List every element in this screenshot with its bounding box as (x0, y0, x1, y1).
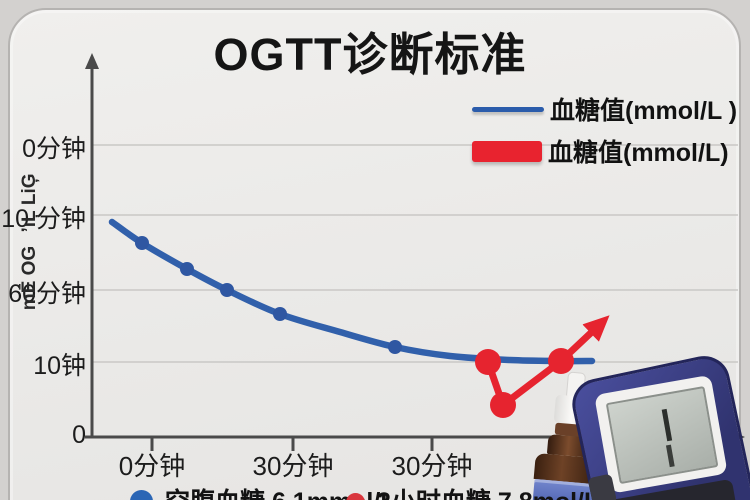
blue-line-swatch-icon (472, 106, 544, 112)
bottom-legend-fasting: 空腹血糖 6.1mmol/L (130, 482, 396, 500)
page-title: OGTT诊断标准 (213, 29, 527, 80)
screen-digit-segment (665, 444, 675, 468)
red-bar-swatch-icon (472, 140, 542, 162)
legend-item-line: 血糖值(mmol/L ) (472, 92, 737, 126)
x-tick-label: 30分钟 (252, 451, 334, 481)
bottom-legend-label: 空腹血糖 6.1mmol/L (165, 482, 396, 500)
legend-item-bar: 血糖值(mmol/L) (472, 134, 737, 168)
glucose-meter-screen (605, 385, 719, 485)
y-tick-label: 0 (72, 421, 86, 449)
x-tick-label: 0分钟 (118, 451, 186, 481)
series (475, 315, 610, 418)
legend-label: 血糖值(mmol/L) (548, 139, 729, 167)
y-axis-rotated-label-top: ʼıĻ LiĢ (19, 173, 40, 233)
bottom-legend-2hour: 2小时血糖 7.8mol/L (346, 482, 599, 500)
blue-dot-icon (130, 490, 153, 500)
y-tick-label: 10 分钟 (1, 205, 86, 233)
y-tick-label: 60分钟 (8, 280, 86, 308)
series (108, 218, 596, 365)
y-tick-label: 0分钟 (22, 135, 86, 163)
screen-digit-segment (661, 408, 673, 442)
bottom-legend-label: 2小时血糖 7.8mol/L (377, 482, 599, 500)
y-axis-rotated-label-bottom: mĒ OG (19, 245, 40, 311)
y-tick-label: 10钟 (33, 352, 86, 380)
chart-legend: 血糖值(mmol/L ) 血糖值(mmol/L) (472, 92, 737, 176)
gridlines (92, 144, 738, 363)
red-dot-icon (346, 493, 365, 500)
legend-label: 血糖值(mmol/L ) (550, 97, 738, 125)
x-tick-label: 30分钟 (391, 451, 473, 481)
glucose-meter-face (594, 374, 728, 494)
